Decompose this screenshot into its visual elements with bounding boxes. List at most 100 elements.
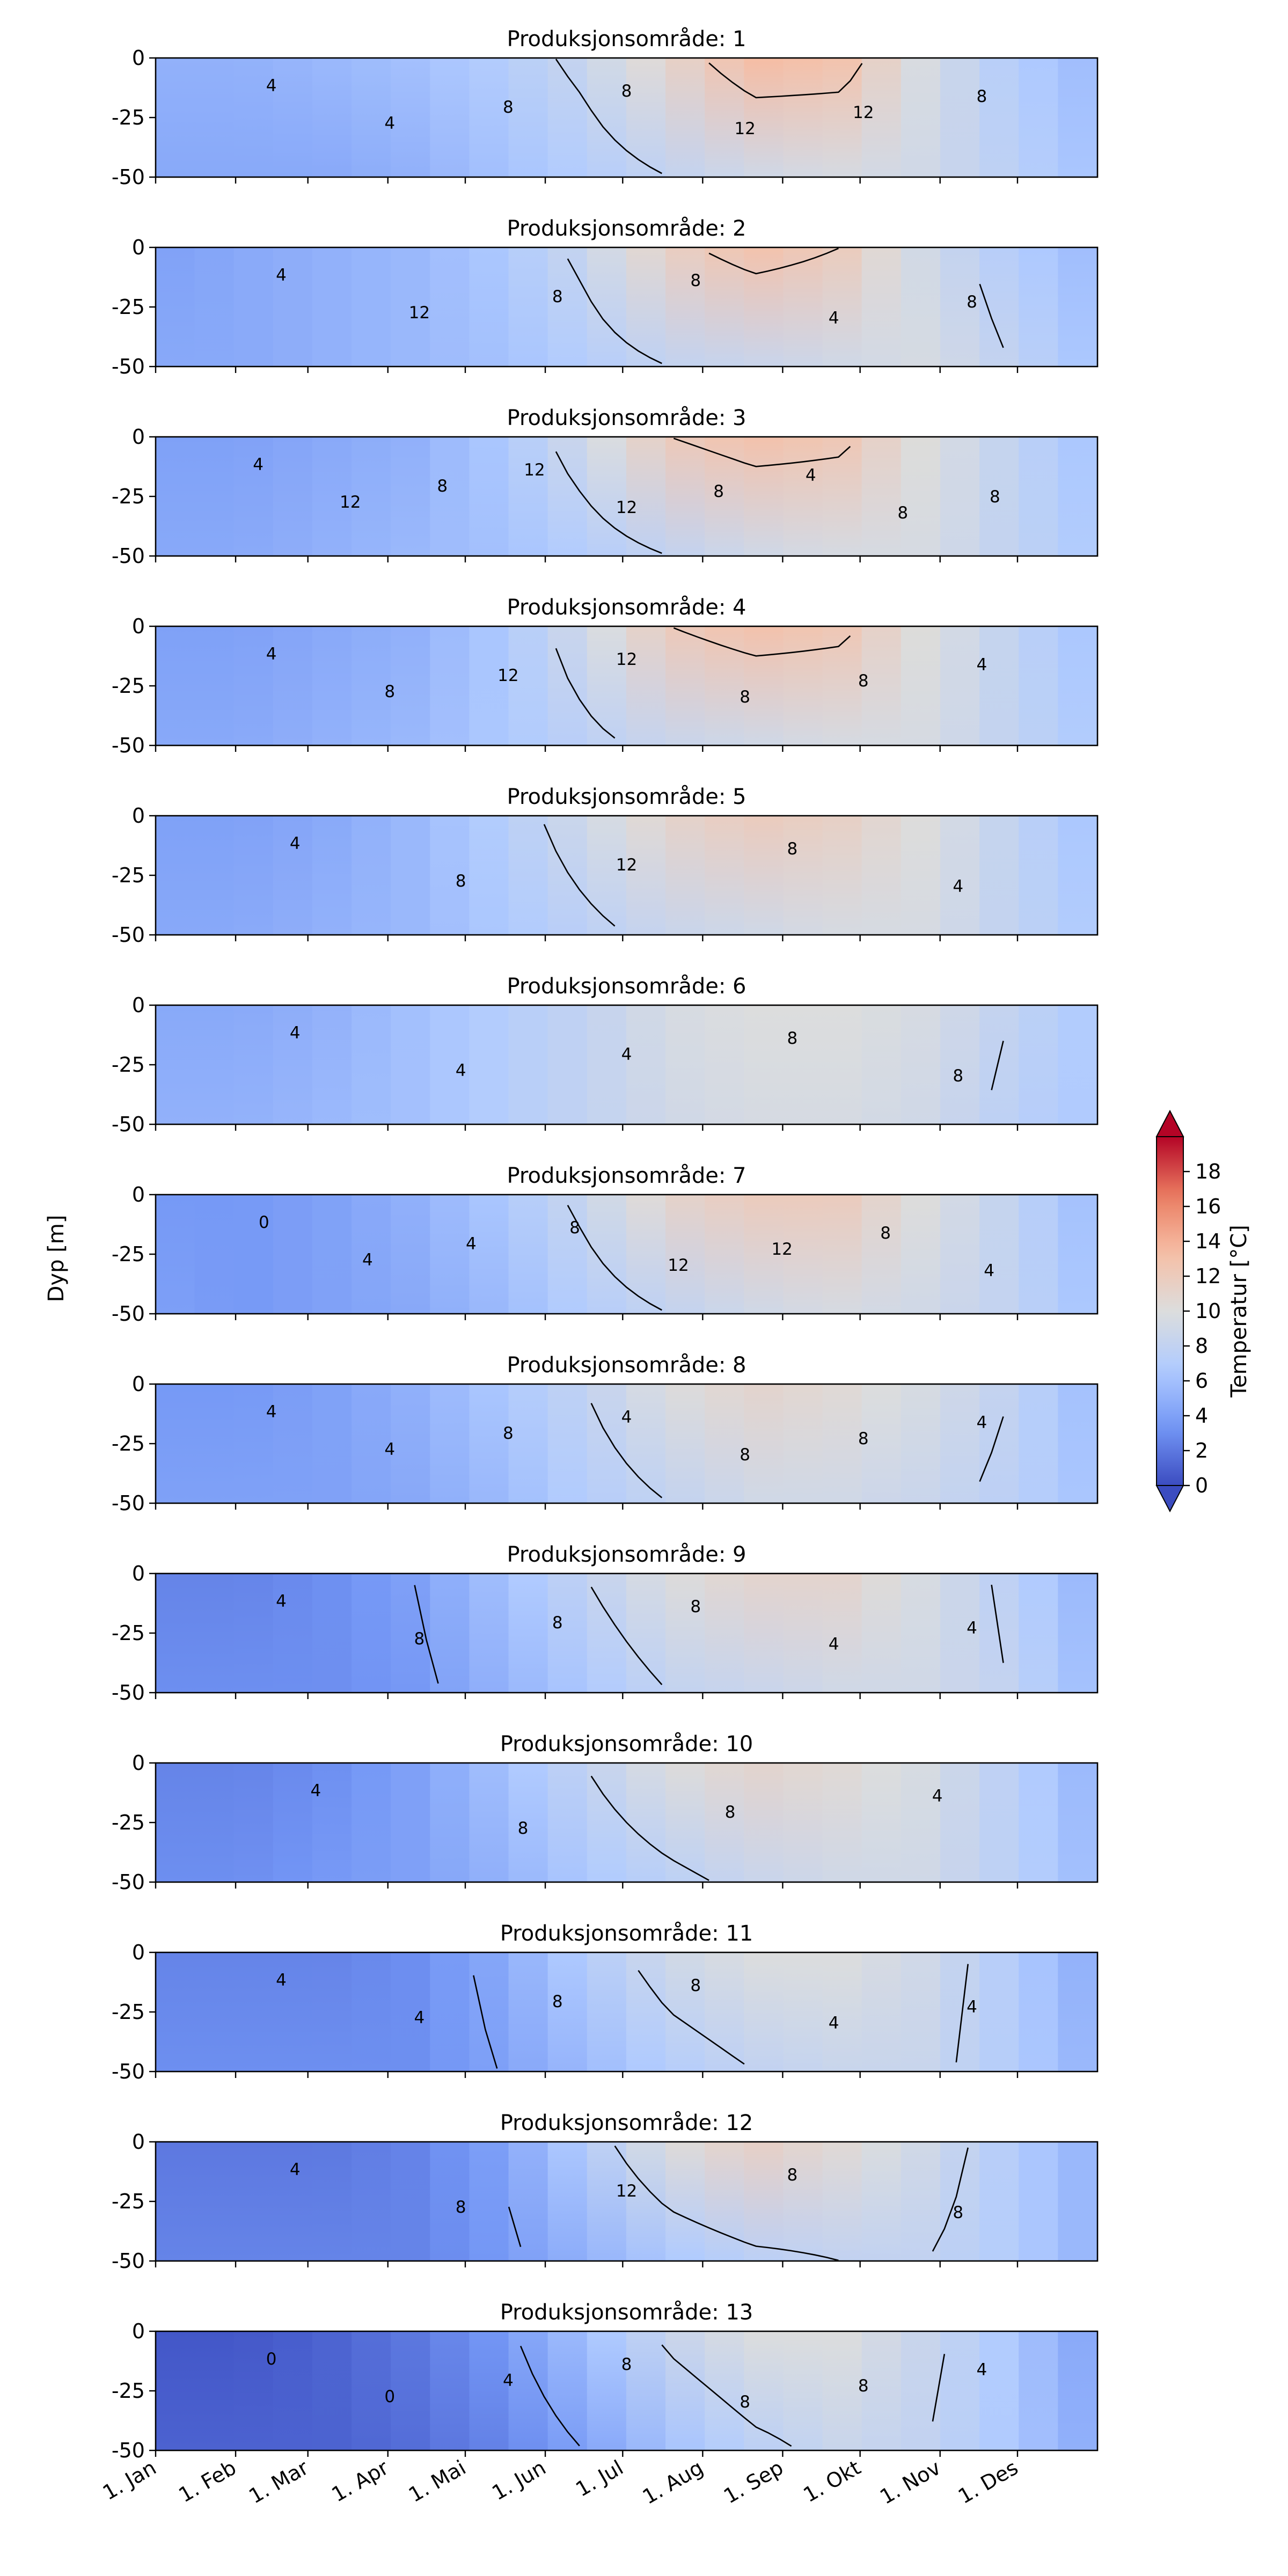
heatmap-cell [665,1574,706,1693]
heatmap-cell [665,626,706,745]
heatmap-cell [156,1763,195,1882]
heatmap-cell [626,2331,667,2450]
heatmap [156,2142,1097,2261]
contour-label: 8 [690,271,701,290]
heatmap-cell [273,247,313,367]
heatmap-cell [665,58,706,177]
heatmap-cell [233,1952,274,2072]
heatmap-cell [233,1005,274,1124]
heatmap-cell [273,2331,313,2450]
heatmap-cell [194,247,235,367]
contour-label: 4 [362,1250,373,1270]
heatmap-cell [273,58,313,177]
heatmap-cell [587,1763,627,1882]
heatmap-cell [705,1574,745,1693]
x-tick-label: 1. Nov [876,2456,945,2509]
contour-line-4 [414,1585,439,1684]
contour-label: 4 [253,455,264,474]
contour-label: 8 [897,503,908,523]
contour-label: 8 [552,287,563,306]
heatmap-cell [469,58,509,177]
heatmap-cell [352,626,392,745]
contours [991,1041,1004,1091]
heatmap-cell [273,2142,313,2261]
contour-label: 4 [466,1234,477,1254]
y-tick-label: -50 [112,1302,145,1326]
heatmap-cell [194,1763,235,1882]
heatmap-cell [940,1384,980,1503]
contour-label: 12 [616,498,637,517]
heatmap-cell [194,437,235,556]
heatmap-cell [273,1574,313,1693]
heatmap-cell [1019,437,1059,556]
contours [567,1205,662,1311]
heatmap-cell [979,1384,1020,1503]
contour-label: 4 [266,645,277,664]
heatmap-cell [430,1952,470,2072]
heatmap-cell [587,1195,627,1314]
panel-10: Produksjonsområde: 10 4 8 8 4 0 -25 -50 [112,1732,1099,1894]
heatmap-cell [194,2331,235,2450]
heatmap [156,1005,1097,1124]
panel-11: Produksjonsområde: 11 4 4 8 8 4 4 0 -25 -50 [112,1921,1099,2083]
contour-line-4 [519,2345,580,2447]
x-tick-label: 1. Sep [720,2456,787,2508]
contour-label: 4 [829,1635,839,1654]
heatmap-cell [469,1763,509,1882]
heatmap-cell [822,1005,862,1124]
heatmap-cell [391,1005,431,1124]
heatmap-cell [705,58,745,177]
heatmap-cell [312,1952,353,2072]
contour-label: 8 [787,1029,798,1048]
heatmap [156,1384,1097,1503]
heatmap-cell [705,626,745,745]
contour-label: 8 [569,1218,580,1238]
contours [543,824,616,927]
contour-line-8 [614,2145,969,2261]
heatmap-cell [861,1763,902,1882]
heatmap-cell [705,1384,745,1503]
heatmap-cell [901,1005,941,1124]
contours [567,247,1004,364]
y-tick-label: -50 [112,923,145,947]
heatmap-cell [861,1952,902,2072]
heatmap-cell [1058,1952,1097,2072]
heatmap-cell [233,1195,274,1314]
colorbar-gradient [1157,1137,1183,1485]
heatmap-cell [312,816,353,935]
heatmap-cell [156,626,195,745]
contour-label: 8 [953,2203,963,2222]
contour-label: 8 [690,1976,701,1995]
heatmap-cell [156,2142,195,2261]
contour-line-8 [590,1584,1004,1685]
heatmap-cell [547,1574,588,1693]
heatmap-cell [352,1763,392,1882]
contour-label: 0 [266,2350,277,2369]
heatmap-cell [705,1763,745,1882]
panel-title: Produksjonsområde: 12 [500,2111,753,2135]
heatmap-cell [901,58,941,177]
heatmap-cell [233,2331,274,2450]
contour-line-12 [673,627,851,657]
heatmap-cell [901,2331,941,2450]
contour-line-8 [567,1205,662,1311]
heatmap-cell [469,1195,509,1314]
heatmap-cell [744,1005,784,1124]
heatmap-cell [547,1384,588,1503]
panel-title: Produksjonsområde: 7 [507,1163,746,1188]
contour-label: 4 [276,1592,287,1611]
heatmap-cell [233,437,274,556]
heatmap-cell [469,626,509,745]
heatmap-cell [273,1763,313,1882]
contour-label: 4 [977,655,987,675]
contour-label: 4 [984,1261,994,1280]
heatmap-cell [587,437,627,556]
heatmap-cell [1058,626,1097,745]
heatmap-cell [391,1952,431,2072]
heatmap-cell [587,626,627,745]
panel-title: Produksjonsområde: 4 [507,595,746,620]
contour-label: 12 [616,855,637,875]
heatmap-cell [783,816,823,935]
heatmap-cell [430,816,470,935]
heatmap-cell [233,1763,274,1882]
